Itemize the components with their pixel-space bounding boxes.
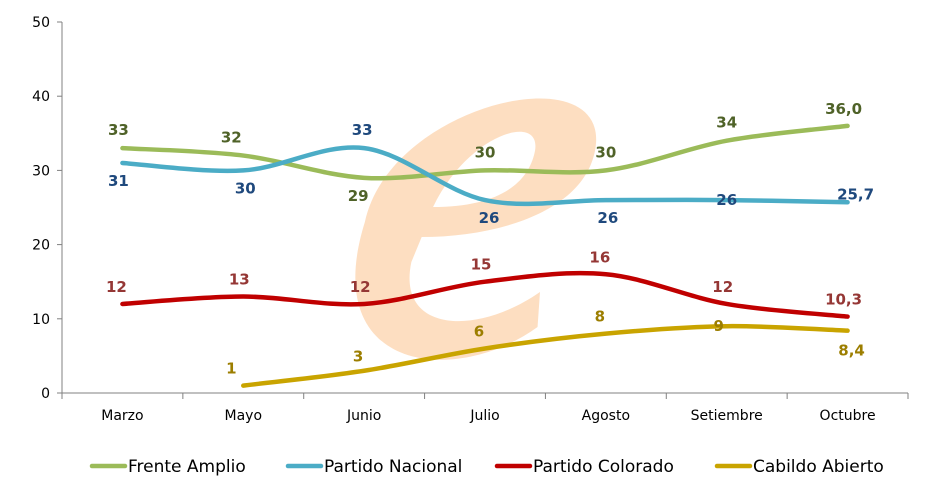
data-label: 33	[352, 121, 373, 139]
data-label: 32	[221, 129, 242, 147]
y-tick-label: 0	[41, 386, 50, 402]
series-line-cabildo-abierto	[241, 323, 850, 388]
y-tick-label: 10	[32, 312, 50, 328]
data-label: 25,7	[837, 185, 874, 203]
axes: 0 10 20 30 40 50 Marzo Mayo Junio Julio Agosto Seti…	[32, 15, 909, 424]
e-logo-shape	[355, 98, 597, 360]
data-label: 26	[597, 209, 618, 227]
y-tick-label: 30	[32, 163, 50, 179]
legend-item: Frente Amplio	[89, 457, 246, 477]
data-label: 3	[353, 348, 363, 366]
legend: Frente Amplio Partido Nacional Partido Col…	[89, 457, 884, 477]
data-label: 36,0	[825, 100, 862, 118]
data-label: 26	[479, 209, 500, 227]
e-logo-watermark	[355, 98, 597, 360]
legend-label: Partido Colorado	[533, 457, 674, 477]
y-tick-label: 40	[32, 89, 50, 105]
data-label: 8	[595, 308, 605, 326]
legend-item: Partido Nacional	[285, 457, 462, 477]
data-label: 9	[713, 317, 723, 335]
data-label: 8,4	[838, 342, 865, 360]
data-label: 30	[595, 143, 616, 161]
series-line-frente-amplio	[120, 123, 850, 181]
data-label: 29	[348, 187, 369, 205]
data-label: 31	[108, 172, 129, 190]
legend-label: Frente Amplio	[128, 457, 246, 477]
x-tick-label: Setiembre	[691, 408, 763, 424]
data-label: 30	[235, 179, 256, 197]
series-lines	[120, 123, 850, 388]
data-label: 30	[475, 143, 496, 161]
data-label: 12	[712, 278, 733, 296]
x-tick-label: Octubre	[820, 408, 876, 424]
x-tick-label: Marzo	[101, 408, 143, 424]
legend-item: Cabildo Abierto	[714, 457, 884, 477]
x-tick-label: Agosto	[582, 408, 630, 424]
data-label: 6	[474, 322, 484, 340]
y-tick-label: 50	[32, 15, 50, 31]
e-logo-icon	[355, 98, 597, 360]
data-label: 12	[350, 278, 371, 296]
x-tick-label: Mayo	[225, 408, 263, 424]
data-label: 15	[471, 256, 492, 274]
data-label: 26	[716, 191, 737, 209]
data-label: 12	[106, 278, 127, 296]
legend-label: Cabildo Abierto	[753, 457, 884, 477]
series-line-partido-nacional	[120, 145, 850, 207]
legend-item: Partido Colorado	[494, 457, 674, 477]
data-label: 1	[226, 360, 236, 378]
legend-label: Partido Nacional	[324, 457, 462, 477]
x-tick-label: Junio	[346, 408, 381, 424]
data-label: 34	[716, 114, 737, 132]
series-line-partido-colorado	[120, 270, 850, 319]
data-label: 10,3	[825, 291, 862, 309]
data-label: 33	[108, 121, 129, 139]
y-tick-label: 20	[32, 238, 50, 254]
data-label: 13	[229, 271, 250, 289]
x-tick-label: Julio	[469, 408, 499, 424]
data-label: 16	[589, 248, 610, 266]
